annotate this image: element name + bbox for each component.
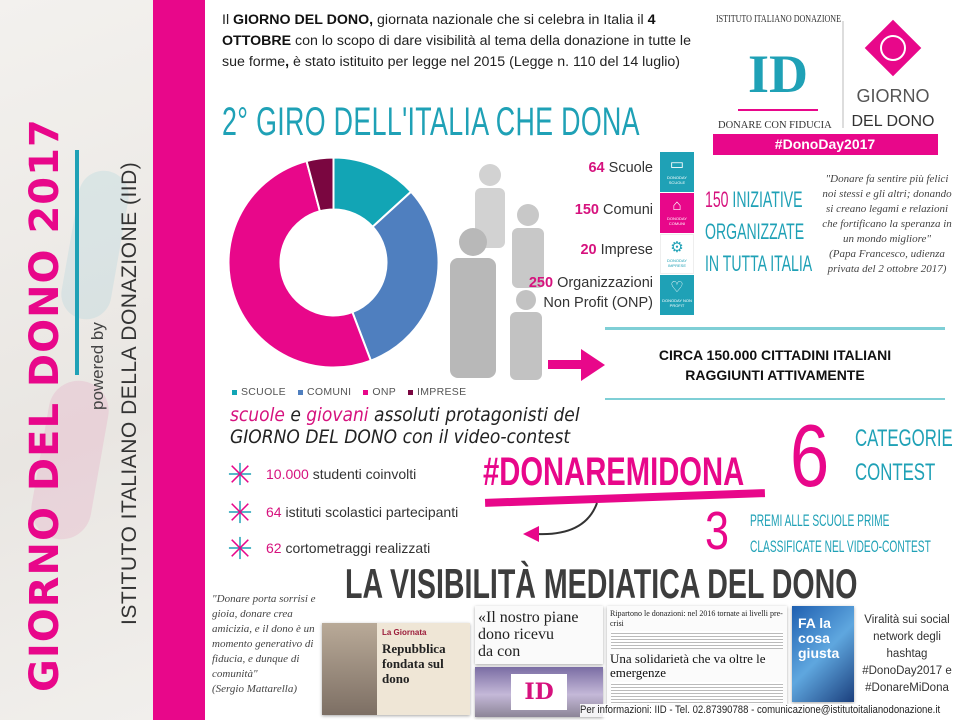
title-divider (75, 150, 79, 375)
arrow-right-icon (548, 349, 605, 381)
heart-icon: ♡ (670, 279, 684, 296)
iid-tagline: DONARE CON FIDUCIA (718, 120, 832, 131)
categorie-label: CATEGORIE CONTEST (855, 425, 953, 486)
donut-slice-imprese (305, 156, 335, 213)
asterisk-icon (228, 500, 252, 524)
tile-onp: ♡ DONODAY NON PROFIT (660, 275, 694, 315)
legend-label: COMUNI (306, 386, 352, 398)
clipping-line: dono ricevu (478, 626, 554, 643)
legend-label: IMPRESE (417, 386, 467, 398)
legend-label: SCUOLE (241, 386, 286, 398)
tile-imprese: ⚙ DONODAY IMPRESE (660, 234, 694, 274)
mattarella-quote: "Donare porta sorrisi e gioia, donare cr… (212, 593, 316, 695)
gdd-logo-line1: GIORNO (856, 86, 929, 106)
asterisk-icon (228, 536, 252, 560)
protagonisti-text: scuole e giovani assoluti protagonisti d… (230, 404, 580, 448)
legend-item-imprese: IMPRESE (408, 386, 466, 398)
stat-imprese: 20 Imprese (580, 242, 653, 258)
logo-block: ISTITUTO ITALIANO DONAZIONE ID DONARE CO… (713, 14, 938, 155)
stat-onp: 250 Organizzazioni Non Profit (ONP) (528, 275, 653, 311)
people-silhouettes-icon (450, 164, 544, 380)
tile-scuole: ▭ DONODAY SCUOLE (660, 152, 694, 192)
pink-side-bar (153, 0, 205, 720)
curved-arrow-icon (523, 502, 598, 542)
legend-swatch (363, 389, 369, 395)
clipping-section: La Giornata (382, 628, 427, 637)
divider (605, 398, 945, 400)
tv-screenshot: FA la cosa giusta (792, 606, 854, 702)
categorie-count: 6 (790, 406, 830, 505)
divider (605, 327, 945, 330)
book-icon: ▭ (669, 156, 685, 173)
donut-slice-comuni (351, 190, 440, 362)
giro-title: 2° GIRO DELL'ITALIA CHE DONA (222, 100, 640, 144)
legend-item-onp: ONP (363, 386, 396, 398)
clipping-kicker: Ripartono le donazioni: nel 2016 tornate… (610, 609, 783, 628)
legend-item-scuole: SCUOLE (232, 386, 286, 398)
giorno-del-dono-emblem-icon (864, 19, 922, 77)
premi-label: PREMI ALLE SCUOLE PRIME CLASSIFICATE NEL … (750, 511, 931, 556)
donut-chart (227, 156, 440, 369)
donut-slice-onp (227, 159, 373, 369)
clipping-line: «Il nostro piane (478, 609, 579, 626)
legend-item-comuni: COMUNI (297, 386, 352, 398)
press-clipping: «Il nostro piane dono ricevu da con (475, 606, 603, 664)
legend-swatch (408, 389, 414, 395)
donaremidona-hashtag: #DONAREMIDONA (483, 450, 745, 494)
iid-logo-arc-text: ISTITUTO ITALIANO DONAZIONE (716, 14, 841, 25)
clipping-photo (322, 623, 377, 715)
clipping-line: da con (478, 643, 521, 660)
legend-label: ONP (372, 386, 397, 398)
asterisk-icon (228, 462, 252, 486)
bullet-cortometraggi: 62 cortometraggi realizzati (228, 536, 430, 560)
viral-text: Viralità sui social network degli hashta… (862, 614, 952, 694)
institute-name: ISTITUTO ITALIANO DELLA DONAZIONE (IID) (118, 161, 141, 625)
gdd-logo-line2: DEL DONO (852, 113, 935, 130)
tv-screen-logo: ID (511, 674, 567, 710)
premi-count: 3 (705, 501, 730, 561)
legend-swatch (297, 389, 303, 395)
clipping-headline: Repubblica fondata sul dono (382, 641, 446, 686)
gears-icon: ⚙ (670, 239, 684, 256)
footer-contact: Per informazioni: IID - Tel. 02.87390788… (580, 704, 941, 717)
cittadini-box: CIRCA 150.000 CITTADINI ITALIANI RAGGIUNT… (658, 347, 892, 383)
press-clipping: Ripartono le donazioni: nel 2016 tornate… (607, 606, 787, 704)
donoday-hashtag: #DonoDay2017 (775, 136, 876, 152)
iniziative-label: 150 INIZIATIVE ORGANIZZATE IN TUTTA ITALIA (705, 187, 813, 276)
main-title-vertical: GIORNO DEL DONO 2017 (22, 118, 68, 692)
iid-logo-letters: ID (748, 44, 808, 104)
town-hall-icon: ⌂ (672, 197, 682, 214)
legend-swatch (232, 389, 237, 395)
bullet-istituti: 64 istituti scolastici partecipanti (228, 500, 458, 524)
chart-legend: SCUOLE COMUNI ONP IMPRESE (232, 386, 466, 398)
intro-paragraph: Il GIORNO DEL DONO, giornata nazionale c… (222, 12, 691, 70)
tv-caption: FA la cosa giusta (798, 615, 840, 661)
powered-by-label: powered by (88, 322, 107, 410)
stat-scuole: 64 Scuole (588, 160, 653, 176)
bullet-studenti: 10.000 studenti coinvolti (228, 462, 416, 486)
clipping-headline: Una solidarietà che va oltre le emergenz… (610, 651, 766, 680)
stat-comuni: 150 Comuni (574, 202, 653, 218)
papa-quote: "Donare fa sentire più felici noi stessi… (822, 173, 952, 275)
tile-comuni: ⌂ DONODAY COMUNI (660, 193, 694, 233)
media-title: LA VISIBILITÀ MEDIATICA DEL DONO (345, 560, 858, 607)
press-clipping: La Giornata Repubblica fondata sul dono (322, 623, 470, 715)
